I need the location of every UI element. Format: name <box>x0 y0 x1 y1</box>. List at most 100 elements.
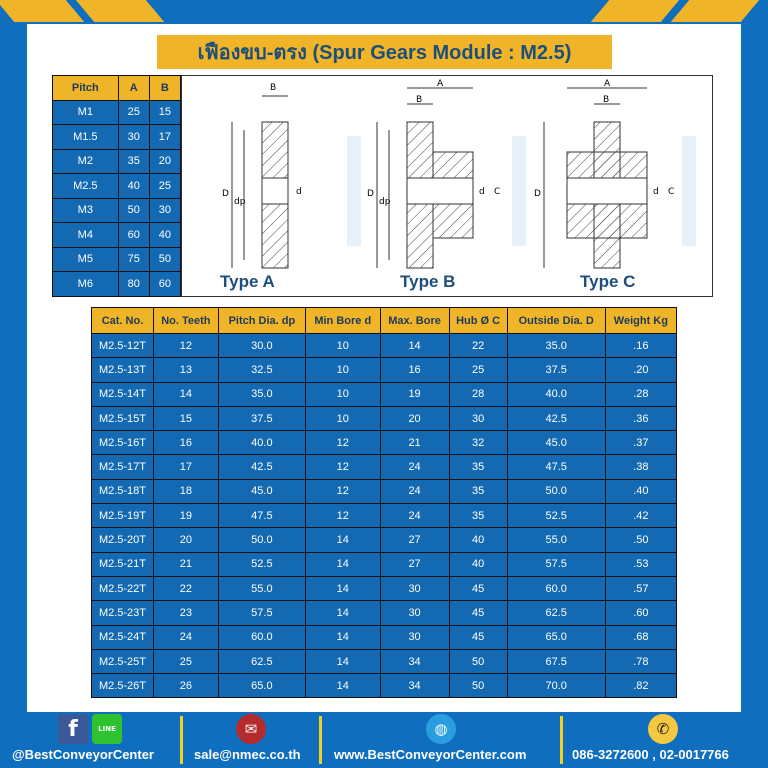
svg-text:C: C <box>494 187 500 197</box>
table-row: M2.5 40 25 <box>52 173 182 199</box>
decor-stripe <box>75 0 165 22</box>
table-row: M3 50 30 <box>52 197 182 223</box>
table-cell: 15 <box>152 405 219 432</box>
table-cell: M2.5-15T <box>91 405 154 432</box>
table-cell: 17 <box>152 454 219 480</box>
table-cell: 25 <box>117 99 150 125</box>
column-header: No. Teeth <box>152 307 219 334</box>
table-cell: .68 <box>604 624 678 650</box>
table-cell: .50 <box>604 527 678 553</box>
table-cell: M2.5-13T <box>91 357 154 383</box>
table-cell: M2.5 <box>52 173 119 199</box>
svg-text:B: B <box>603 95 609 105</box>
email-link[interactable]: sale@nmec.co.th <box>194 747 301 762</box>
table-cell: 50 <box>148 246 182 272</box>
table-row: M1.5 30 17 <box>52 124 182 150</box>
table-cell: 52.5 <box>217 551 306 577</box>
table-cell: M3 <box>52 197 119 223</box>
table-cell: 30 <box>379 575 450 602</box>
table-cell: 57.5 <box>217 600 306 626</box>
table-cell: 26 <box>152 673 219 699</box>
table-cell: 60 <box>148 271 182 297</box>
table-cell: 30 <box>148 197 182 223</box>
table-cell: .42 <box>604 503 678 529</box>
table-cell: 14 <box>304 624 381 650</box>
table-cell: 18 <box>152 478 219 505</box>
table-cell: 55.0 <box>506 527 606 553</box>
table-cell: 27 <box>379 551 450 577</box>
divider <box>180 716 183 764</box>
email-icon: ✉ <box>236 714 266 744</box>
svg-text:A: A <box>437 79 444 89</box>
column-header: Pitch <box>52 75 119 101</box>
table-cell: 25 <box>148 173 182 199</box>
decor-stripe <box>0 0 85 22</box>
column-header: Hub Ø C <box>448 307 508 334</box>
table-cell: 19 <box>379 381 450 407</box>
table-row: M5 75 50 <box>52 246 182 272</box>
table-cell: 17 <box>148 124 182 150</box>
table-cell: M2.5-20T <box>91 527 154 553</box>
pitch-table: Pitch A B M1 25 15 M1.5 30 17 M2 35 20 M2.5 40 25 M3 50 3… <box>52 75 182 297</box>
table-cell: 35.0 <box>506 332 606 359</box>
table-cell: .60 <box>604 600 678 626</box>
table-cell: 21 <box>379 430 450 456</box>
table-cell: 30 <box>379 600 450 626</box>
column-header: Cat. No. <box>91 307 154 334</box>
facebook-icon[interactable]: f <box>58 714 88 744</box>
website-link[interactable]: www.BestConveyorCenter.com <box>334 747 527 762</box>
table-cell: M2.5-18T <box>91 478 154 505</box>
table-row: M2.5-24T 24 60.0 14 30 45 65.0.68 <box>91 624 678 650</box>
table-cell: M1 <box>52 99 119 125</box>
table-cell: M2.5-21T <box>91 551 154 577</box>
table-cell: 50.0 <box>217 527 306 553</box>
table-row: M2.5-17T 17 42.5 12 24 35 47.5.38 <box>91 454 678 480</box>
line-icon[interactable]: LINE <box>92 714 122 744</box>
svg-text:d: d <box>653 187 659 197</box>
table-row: M6 80 60 <box>52 271 182 297</box>
table-cell: 45 <box>448 600 508 626</box>
table-cell: 24 <box>152 624 219 650</box>
table-row: M2.5-13T 13 32.5 10 16 25 37.5.20 <box>91 357 678 383</box>
table-cell: 30 <box>117 124 150 150</box>
column-header: Max. Bore <box>379 307 450 334</box>
table-cell: 35 <box>448 454 508 480</box>
divider <box>560 716 563 764</box>
svg-text:B: B <box>416 95 422 105</box>
table-cell: 24 <box>379 478 450 505</box>
table-cell: M2.5-12T <box>91 332 154 359</box>
phone-numbers[interactable]: 086-3272600 , 02-0017766 <box>572 747 729 762</box>
table-cell: 14 <box>304 673 381 699</box>
table-cell: 57.5 <box>506 551 606 577</box>
table-cell: 22 <box>448 332 508 359</box>
table-row: M2.5-26T 26 65.0 14 34 50 70.0.82 <box>91 673 678 699</box>
table-cell: 14 <box>304 600 381 626</box>
svg-text:d: d <box>296 187 302 197</box>
page-title: เฟืองขบ-ตรง (Spur Gears Module : M2.5) <box>157 35 612 69</box>
table-cell: 20 <box>379 405 450 432</box>
table-cell: 35 <box>117 148 150 174</box>
column-header: A <box>117 75 150 101</box>
table-cell: M2.5-25T <box>91 648 154 675</box>
table-cell: 30.0 <box>217 332 306 359</box>
table-cell: .40 <box>604 478 678 505</box>
table-cell: 10 <box>304 405 381 432</box>
table-cell: M2.5-24T <box>91 624 154 650</box>
table-cell: 60.0 <box>506 575 606 602</box>
table-row: M2.5-18T 18 45.0 12 24 35 50.0.40 <box>91 478 678 505</box>
table-cell: 20 <box>148 148 182 174</box>
type-b-label: Type B <box>400 272 456 291</box>
table-cell: 40 <box>148 222 182 248</box>
table-row: M1 25 15 <box>52 99 182 125</box>
svg-text:D: D <box>367 189 374 199</box>
table-cell: .28 <box>604 381 678 407</box>
table-cell: 40.0 <box>506 381 606 407</box>
table-cell: M2.5-14T <box>91 381 154 407</box>
facebook-handle[interactable]: @BestConveyorCenter <box>12 747 154 762</box>
table-cell: M2.5-22T <box>91 575 154 602</box>
table-cell: 65.0 <box>217 673 306 699</box>
column-header: Pitch Dia. dp <box>217 307 306 334</box>
column-header: B <box>148 75 182 101</box>
table-cell: 52.5 <box>506 503 606 529</box>
